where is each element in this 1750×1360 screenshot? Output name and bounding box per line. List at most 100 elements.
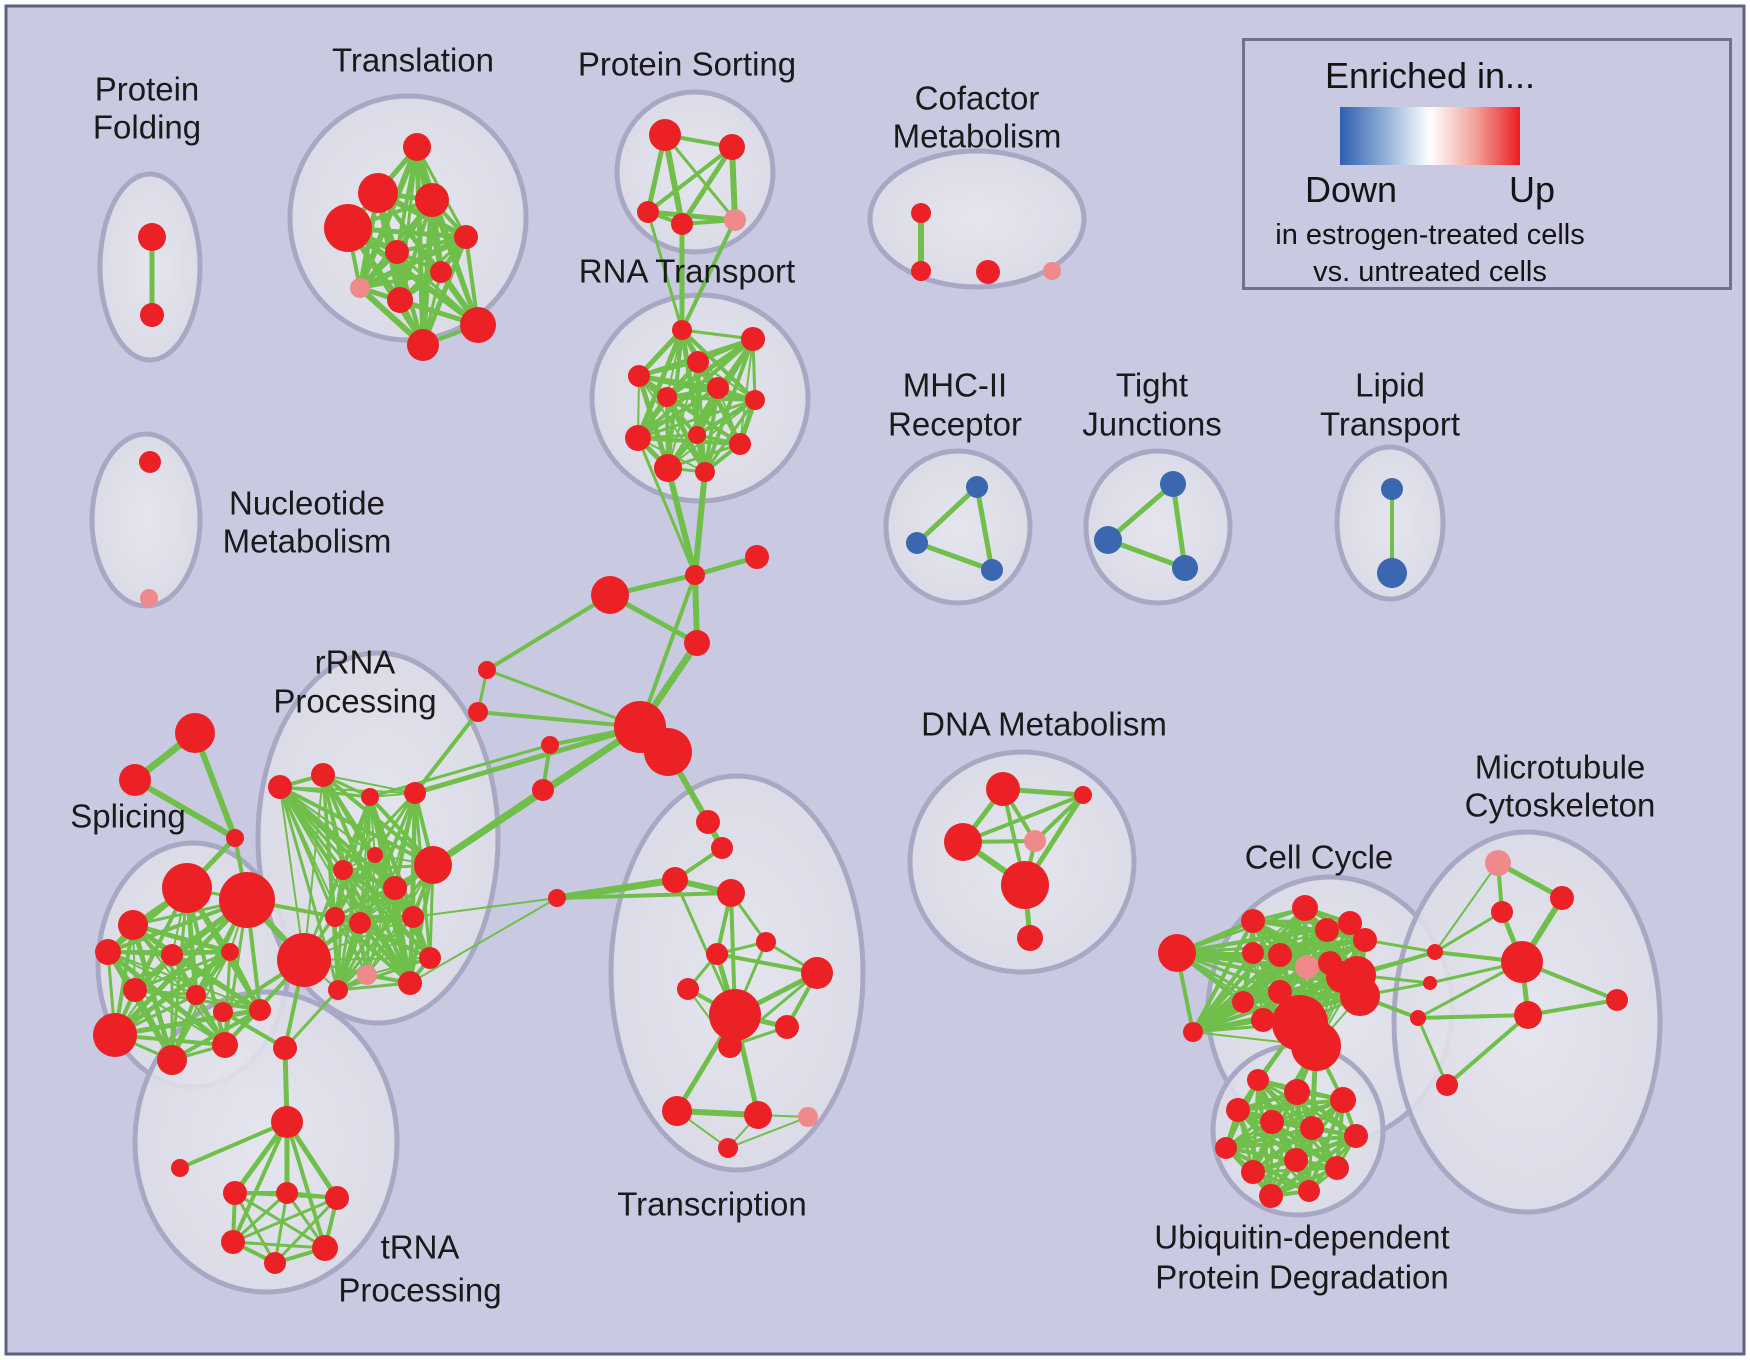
cluster-label-ubiquitin: Protein Degradation [1155,1259,1449,1296]
gene-set-node [1247,1069,1269,1091]
cluster-ellipse-mhc-ii-receptor [883,448,1033,606]
gene-set-node [93,1013,137,1057]
gene-set-node [1094,526,1122,554]
gene-set-node [212,1032,238,1058]
gene-set-node [277,933,331,987]
gene-set-node [944,823,982,861]
cluster-label-nucleotide-metabolism: Nucleotide [229,485,385,522]
edge [420,234,469,348]
gene-set-node [157,1045,187,1075]
edge [285,1120,327,1250]
gene-set-node [696,810,720,834]
gene-set-node [383,876,407,900]
edge [368,743,552,799]
gene-set-node [161,944,183,966]
gene-set-node [1183,1022,1203,1042]
edge [1434,862,1499,953]
gene-set-node [688,426,706,444]
gene-set-node [911,203,931,223]
edge [664,336,756,400]
edge [333,915,412,985]
gene-set-node [385,240,409,264]
edge [366,887,396,976]
gene-set-node [1330,1087,1356,1113]
edge [430,787,546,868]
gene-set-node [911,261,931,281]
gene-set-node [684,630,710,656]
edge [914,484,980,546]
edge [130,922,233,955]
gene-set-node [637,201,659,223]
gene-set-node [745,390,765,410]
gene-set-node [478,661,496,679]
gene-set-node [402,906,424,928]
edge [231,1196,339,1244]
edge [1526,998,1619,1017]
gene-set-node [718,1138,738,1158]
gene-set-node [460,307,496,343]
edge [273,1196,339,1265]
gene-set-node [677,978,699,1000]
gene-set-node [724,209,746,231]
edge [1105,481,1176,543]
gene-set-node [213,1002,233,1022]
gene-set-node [1172,555,1198,581]
gene-set-node [1501,941,1543,983]
edge [485,593,612,672]
edge [231,1120,289,1244]
gene-set-node [139,451,161,473]
gene-set-node [1284,1148,1308,1172]
edge [409,897,558,984]
cluster-label-rrna-processing: rRNA [315,644,396,681]
edge [132,924,226,1046]
legend-up-label: Up [1508,169,1555,210]
edge [333,915,340,992]
gene-set-node [1315,918,1339,942]
edge [1433,910,1504,954]
legend-caption-line2: vs. untreated cells [1313,256,1547,288]
gene-set-node [1353,928,1377,952]
gene-set-node [219,872,275,928]
gene-set-node [1377,558,1407,588]
edge [1191,919,1255,1034]
cluster-label-nucleotide-metabolism: Metabolism [223,523,392,560]
gene-set-node [1242,942,1264,964]
cluster-label-trna-processing: tRNA [381,1229,460,1266]
gene-set-node [649,119,681,151]
gene-set-node [1292,895,1318,921]
gene-set-node [468,702,488,722]
edge [1224,1126,1314,1150]
edge [1033,793,1085,843]
gene-set-node [175,713,215,753]
edge [133,950,232,992]
gene-set-node [671,213,693,235]
gene-set-node [333,860,353,880]
gene-set-node [1340,976,1380,1016]
edge [358,270,443,290]
cluster-label-protein-folding: Folding [93,109,201,146]
legend-down-label: Down [1305,169,1398,210]
cluster-label-rna-transport: RNA Transport [579,253,795,290]
edge [645,209,738,223]
gene-set-node [741,327,765,351]
gene-set-node [268,775,292,799]
cluster-label-splicing: Splicing [70,798,186,835]
gene-set-node [350,278,370,298]
edge [692,469,708,578]
gene-set-node [1268,980,1292,1004]
edge [1191,951,1255,1034]
gene-set-node [273,1036,297,1060]
edge [555,891,733,900]
gene-set-node [454,225,478,249]
gene-set-node [591,576,629,614]
cluster-label-tight-junctions: Junctions [1082,406,1221,443]
edge [1236,1098,1345,1112]
gene-set-node [798,1107,818,1127]
cluster-label-ubiquitin: Ubiquitin-dependent [1154,1219,1449,1256]
edge [636,386,720,440]
gene-set-node [662,1096,692,1126]
edge [169,952,263,1013]
edge [1192,976,1343,1033]
